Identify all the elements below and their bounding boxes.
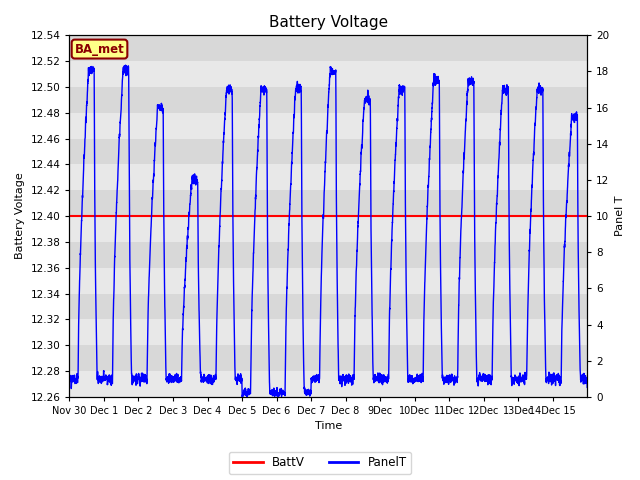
Bar (70, 371, 587, 397)
Bar (70, 345, 587, 371)
Bar (70, 139, 587, 165)
Y-axis label: Panel T: Panel T (615, 196, 625, 236)
Text: BA_met: BA_met (75, 43, 124, 56)
Bar (70, 242, 587, 268)
Bar (70, 190, 587, 216)
Bar (70, 294, 587, 319)
Bar (70, 165, 587, 190)
X-axis label: Time: Time (315, 421, 342, 432)
Bar (70, 87, 587, 113)
Bar (70, 216, 587, 242)
Bar (70, 113, 587, 139)
Title: Battery Voltage: Battery Voltage (269, 15, 388, 30)
Bar (70, 268, 587, 294)
Bar (70, 61, 587, 87)
Legend: BattV, PanelT: BattV, PanelT (228, 452, 412, 474)
Y-axis label: Battery Voltage: Battery Voltage (15, 173, 25, 260)
Bar (70, 36, 587, 61)
Bar (70, 319, 587, 345)
